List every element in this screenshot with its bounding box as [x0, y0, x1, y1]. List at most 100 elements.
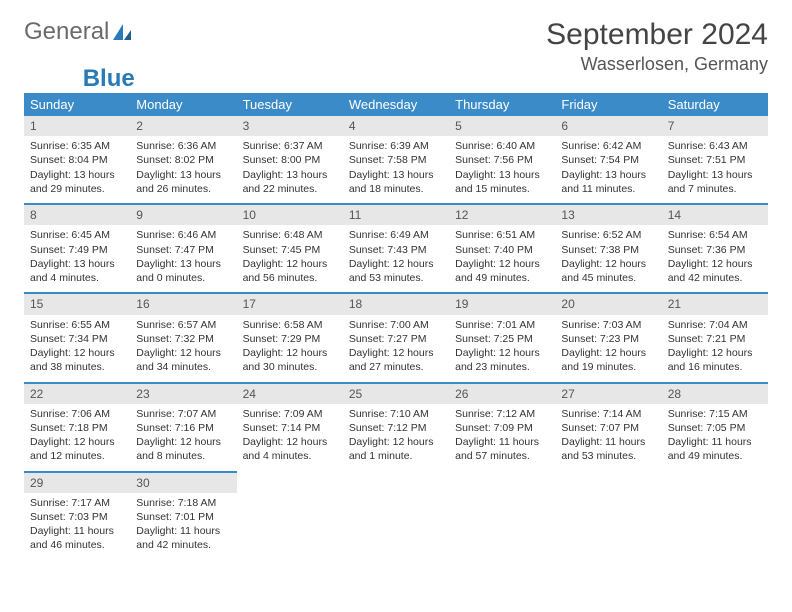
calendar-day-cell: 14Sunrise: 6:54 AMSunset: 7:36 PMDayligh… — [662, 204, 768, 293]
sunrise-line: Sunrise: 6:43 AM — [668, 139, 762, 153]
sunrise-line: Sunrise: 7:04 AM — [668, 318, 762, 332]
calendar-day-cell: 17Sunrise: 6:58 AMSunset: 7:29 PMDayligh… — [237, 293, 343, 382]
sunrise-line: Sunrise: 7:01 AM — [455, 318, 549, 332]
day-details: Sunrise: 6:48 AMSunset: 7:45 PMDaylight:… — [237, 225, 343, 292]
day-number: 7 — [662, 116, 768, 136]
daylight-line: Daylight: 12 hours and 30 minutes. — [243, 346, 337, 374]
day-number: 11 — [343, 205, 449, 225]
daylight-line: Daylight: 13 hours and 26 minutes. — [136, 168, 230, 196]
day-number: 1 — [24, 116, 130, 136]
sunset-line: Sunset: 7:45 PM — [243, 243, 337, 257]
sunrise-line: Sunrise: 6:54 AM — [668, 228, 762, 242]
location: Wasserlosen, Germany — [546, 54, 768, 75]
day-number: 20 — [555, 294, 661, 314]
sunrise-line: Sunrise: 6:55 AM — [30, 318, 124, 332]
day-details: Sunrise: 7:15 AMSunset: 7:05 PMDaylight:… — [662, 404, 768, 471]
calendar-day-cell: . — [662, 472, 768, 560]
day-details: Sunrise: 7:03 AMSunset: 7:23 PMDaylight:… — [555, 315, 661, 382]
daylight-line: Daylight: 13 hours and 7 minutes. — [668, 168, 762, 196]
day-number: 5 — [449, 116, 555, 136]
calendar-day-cell: 1Sunrise: 6:35 AMSunset: 8:04 PMDaylight… — [24, 116, 130, 204]
sunset-line: Sunset: 7:03 PM — [30, 510, 124, 524]
sunset-line: Sunset: 7:32 PM — [136, 332, 230, 346]
day-details: Sunrise: 7:07 AMSunset: 7:16 PMDaylight:… — [130, 404, 236, 471]
calendar-day-cell: 22Sunrise: 7:06 AMSunset: 7:18 PMDayligh… — [24, 383, 130, 472]
daylight-line: Daylight: 12 hours and 38 minutes. — [30, 346, 124, 374]
day-number: 2 — [130, 116, 236, 136]
sunrise-line: Sunrise: 7:18 AM — [136, 496, 230, 510]
calendar-day-cell: 19Sunrise: 7:01 AMSunset: 7:25 PMDayligh… — [449, 293, 555, 382]
month-title: September 2024 — [546, 18, 768, 52]
sunrise-line: Sunrise: 6:57 AM — [136, 318, 230, 332]
day-details: Sunrise: 7:18 AMSunset: 7:01 PMDaylight:… — [130, 493, 236, 560]
weekday-header: Thursday — [449, 93, 555, 116]
daylight-line: Daylight: 13 hours and 4 minutes. — [30, 257, 124, 285]
sunset-line: Sunset: 7:51 PM — [668, 153, 762, 167]
weekday-header: Sunday — [24, 93, 130, 116]
day-number: 6 — [555, 116, 661, 136]
daylight-line: Daylight: 13 hours and 11 minutes. — [561, 168, 655, 196]
day-number: 10 — [237, 205, 343, 225]
day-details: Sunrise: 7:09 AMSunset: 7:14 PMDaylight:… — [237, 404, 343, 471]
weekday-header: Friday — [555, 93, 661, 116]
calendar-day-cell: 9Sunrise: 6:46 AMSunset: 7:47 PMDaylight… — [130, 204, 236, 293]
day-details: Sunrise: 6:58 AMSunset: 7:29 PMDaylight:… — [237, 315, 343, 382]
daylight-line: Daylight: 12 hours and 53 minutes. — [349, 257, 443, 285]
day-details: Sunrise: 6:35 AMSunset: 8:04 PMDaylight:… — [24, 136, 130, 203]
sunrise-line: Sunrise: 6:48 AM — [243, 228, 337, 242]
day-details: Sunrise: 7:10 AMSunset: 7:12 PMDaylight:… — [343, 404, 449, 471]
day-details: Sunrise: 6:57 AMSunset: 7:32 PMDaylight:… — [130, 315, 236, 382]
day-details: Sunrise: 6:37 AMSunset: 8:00 PMDaylight:… — [237, 136, 343, 203]
day-details: Sunrise: 7:01 AMSunset: 7:25 PMDaylight:… — [449, 315, 555, 382]
sunset-line: Sunset: 7:43 PM — [349, 243, 443, 257]
sunset-line: Sunset: 7:40 PM — [455, 243, 549, 257]
sunrise-line: Sunrise: 7:07 AM — [136, 407, 230, 421]
sunset-line: Sunset: 7:05 PM — [668, 421, 762, 435]
sunrise-line: Sunrise: 7:00 AM — [349, 318, 443, 332]
calendar-day-cell: 3Sunrise: 6:37 AMSunset: 8:00 PMDaylight… — [237, 116, 343, 204]
calendar-day-cell: 28Sunrise: 7:15 AMSunset: 7:05 PMDayligh… — [662, 383, 768, 472]
daylight-line: Daylight: 12 hours and 49 minutes. — [455, 257, 549, 285]
calendar-day-cell: 13Sunrise: 6:52 AMSunset: 7:38 PMDayligh… — [555, 204, 661, 293]
day-number: 15 — [24, 294, 130, 314]
calendar-day-cell: . — [343, 472, 449, 560]
calendar-week-row: 22Sunrise: 7:06 AMSunset: 7:18 PMDayligh… — [24, 383, 768, 472]
day-number: 8 — [24, 205, 130, 225]
daylight-line: Daylight: 13 hours and 18 minutes. — [349, 168, 443, 196]
sunset-line: Sunset: 7:18 PM — [30, 421, 124, 435]
sunrise-line: Sunrise: 6:39 AM — [349, 139, 443, 153]
day-details: Sunrise: 7:17 AMSunset: 7:03 PMDaylight:… — [24, 493, 130, 560]
sunrise-line: Sunrise: 6:51 AM — [455, 228, 549, 242]
daylight-line: Daylight: 12 hours and 12 minutes. — [30, 435, 124, 463]
sunrise-line: Sunrise: 7:17 AM — [30, 496, 124, 510]
daylight-line: Daylight: 12 hours and 4 minutes. — [243, 435, 337, 463]
daylight-line: Daylight: 11 hours and 53 minutes. — [561, 435, 655, 463]
day-details: Sunrise: 7:14 AMSunset: 7:07 PMDaylight:… — [555, 404, 661, 471]
calendar-day-cell: 8Sunrise: 6:45 AMSunset: 7:49 PMDaylight… — [24, 204, 130, 293]
sunrise-line: Sunrise: 6:40 AM — [455, 139, 549, 153]
day-details: Sunrise: 6:49 AMSunset: 7:43 PMDaylight:… — [343, 225, 449, 292]
logo-sail-icon — [111, 22, 133, 42]
calendar-day-cell: 18Sunrise: 7:00 AMSunset: 7:27 PMDayligh… — [343, 293, 449, 382]
calendar-week-row: 29Sunrise: 7:17 AMSunset: 7:03 PMDayligh… — [24, 472, 768, 560]
day-number: 26 — [449, 384, 555, 404]
sunset-line: Sunset: 7:36 PM — [668, 243, 762, 257]
sunset-line: Sunset: 7:23 PM — [561, 332, 655, 346]
calendar-day-cell: 29Sunrise: 7:17 AMSunset: 7:03 PMDayligh… — [24, 472, 130, 560]
daylight-line: Daylight: 12 hours and 1 minute. — [349, 435, 443, 463]
daylight-line: Daylight: 12 hours and 23 minutes. — [455, 346, 549, 374]
sunset-line: Sunset: 7:56 PM — [455, 153, 549, 167]
calendar-day-cell: 30Sunrise: 7:18 AMSunset: 7:01 PMDayligh… — [130, 472, 236, 560]
sunset-line: Sunset: 7:34 PM — [30, 332, 124, 346]
sunset-line: Sunset: 7:12 PM — [349, 421, 443, 435]
day-number: 22 — [24, 384, 130, 404]
day-number: 12 — [449, 205, 555, 225]
daylight-line: Daylight: 12 hours and 16 minutes. — [668, 346, 762, 374]
day-number: 14 — [662, 205, 768, 225]
day-details: Sunrise: 7:00 AMSunset: 7:27 PMDaylight:… — [343, 315, 449, 382]
calendar-day-cell: 6Sunrise: 6:42 AMSunset: 7:54 PMDaylight… — [555, 116, 661, 204]
day-number: 24 — [237, 384, 343, 404]
day-details: Sunrise: 7:04 AMSunset: 7:21 PMDaylight:… — [662, 315, 768, 382]
calendar-day-cell: 11Sunrise: 6:49 AMSunset: 7:43 PMDayligh… — [343, 204, 449, 293]
sunset-line: Sunset: 7:01 PM — [136, 510, 230, 524]
